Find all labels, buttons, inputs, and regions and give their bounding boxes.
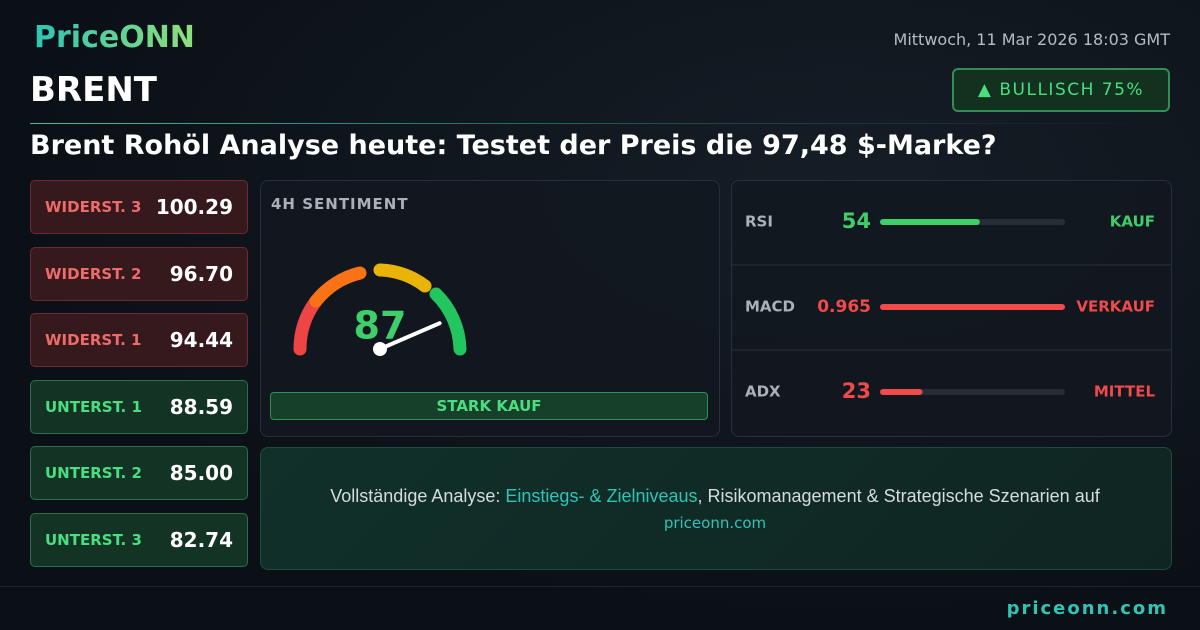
symbol: BRENT <box>30 70 157 110</box>
bar-fill <box>880 389 923 395</box>
level-value: 94.44 <box>169 328 233 353</box>
cta-rest: , Risikomanagement & Strategische Szenar… <box>697 486 1100 506</box>
indicator-value: 23 <box>842 379 871 403</box>
cta-panel <box>260 447 1172 570</box>
headline: Brent Rohöl Analyse heute: Testet der Pr… <box>30 130 997 161</box>
sentiment-badge: ▲ BULLISCH 75% <box>952 68 1170 112</box>
level-label: WIDERST. 1 <box>45 331 142 350</box>
indicator-name: RSI <box>745 213 773 231</box>
level-box: UNTERST. 1 88.59 <box>30 379 248 434</box>
bar-track <box>880 389 1065 395</box>
level-value: 100.29 <box>155 195 233 219</box>
indicators: RSI 54 KAUF MACD 0.965 VERKAUF ADX 23 MITTEL <box>731 209 1171 403</box>
cta-site[interactable]: priceonn.com <box>663 514 767 532</box>
cta-lead: Vollständige Analyse: <box>330 486 501 506</box>
level-value: 88.59 <box>169 394 233 419</box>
cta-highlight[interactable]: Einstiegs- & Zielniveaus <box>505 486 698 506</box>
level-label: UNTERST. 3 <box>45 531 142 549</box>
gauge: 87 <box>293 263 467 356</box>
level-value: 96.70 <box>169 261 233 286</box>
needle-hub <box>373 342 387 356</box>
footer-divider <box>0 586 1200 587</box>
divider <box>30 123 1170 124</box>
indicator-signal: VERKAUF <box>1076 298 1155 316</box>
logo: PriceONN <box>34 20 195 55</box>
level-box: WIDERST. 2 96.70 <box>30 246 248 301</box>
bar-fill <box>880 304 1065 310</box>
date: Mittwoch, 11 Mar 2026 18:03 GMT <box>893 30 1170 49</box>
indicator-name: MACD <box>745 298 795 316</box>
level-value: 82.74 <box>169 528 233 552</box>
level-box: UNTERST. 3 82.74 <box>30 513 248 567</box>
level-label: UNTERST. 1 <box>45 397 142 416</box>
indicator-value: 54 <box>842 209 871 233</box>
level-label: WIDERST. 3 <box>45 198 142 216</box>
level-label: UNTERST. 2 <box>45 464 142 483</box>
level-box: WIDERST. 1 94.44 <box>30 313 248 368</box>
level-value: 85.00 <box>169 461 233 486</box>
sentiment-verdict: STARK KAUF <box>270 392 708 420</box>
cta-text: Vollständige Analyse: Einstiegs- & Zieln… <box>260 486 1170 507</box>
indicator-signal: MITTEL <box>1094 383 1156 401</box>
bar-fill <box>880 219 980 225</box>
indicator-value: 0.965 <box>817 297 871 317</box>
indicator-name: ADX <box>745 383 781 401</box>
level-box: UNTERST. 2 85.00 <box>30 446 248 501</box>
level-box: WIDERST. 3 100.29 <box>30 180 248 234</box>
indicator-signal: KAUF <box>1110 213 1155 231</box>
footer-url[interactable]: priceonn.com <box>1006 598 1168 619</box>
sentiment-label: 4H SENTIMENT <box>271 195 409 213</box>
level-label: WIDERST. 2 <box>45 264 142 283</box>
gauge-needle <box>378 321 442 351</box>
